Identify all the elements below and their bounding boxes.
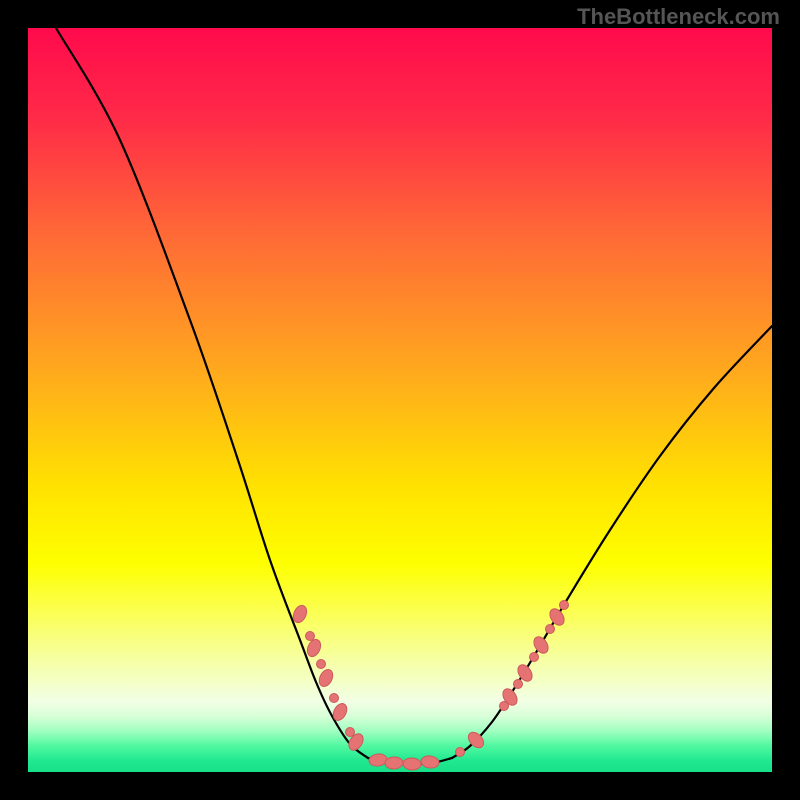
marker-point <box>420 755 439 769</box>
marker-point <box>317 667 336 688</box>
marker-group <box>291 601 569 771</box>
chart-svg <box>0 0 800 800</box>
marker-point <box>530 653 539 662</box>
marker-point <box>560 601 569 610</box>
marker-point <box>456 748 465 757</box>
marker-point <box>306 632 315 641</box>
marker-point <box>403 758 422 771</box>
marker-point <box>330 694 339 703</box>
curve-right <box>452 326 772 758</box>
marker-point <box>514 680 523 689</box>
marker-point <box>546 625 555 634</box>
stage: TheBottleneck.com <box>0 0 800 800</box>
marker-point <box>317 660 326 669</box>
curve-left <box>56 28 368 758</box>
marker-point <box>305 637 323 658</box>
marker-point <box>346 728 355 737</box>
marker-point <box>368 753 387 767</box>
watermark-label: TheBottleneck.com <box>577 4 780 30</box>
marker-point <box>385 757 404 770</box>
